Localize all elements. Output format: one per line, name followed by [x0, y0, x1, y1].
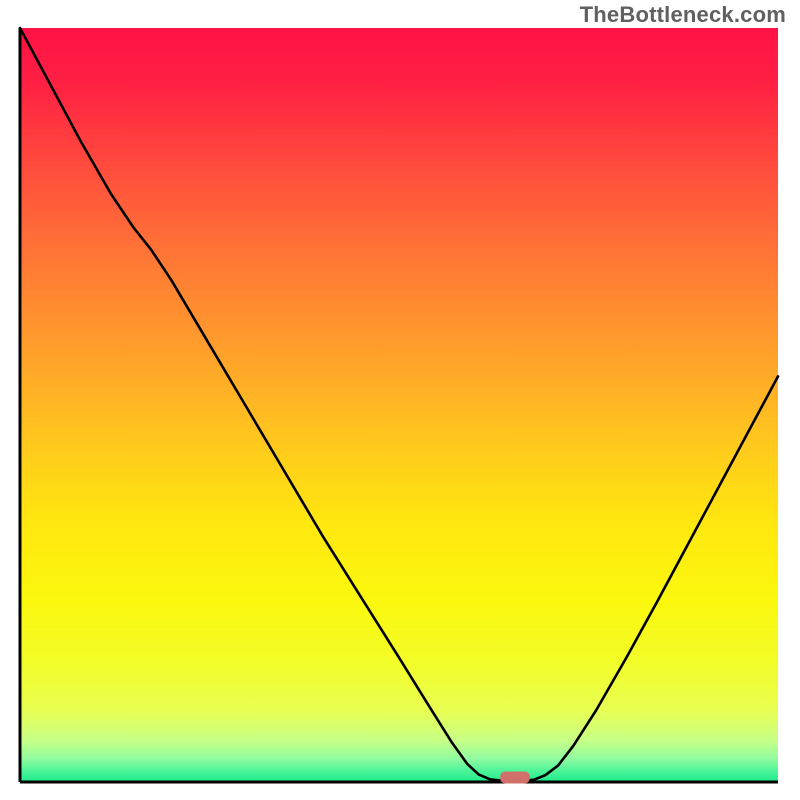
- plot-area: [20, 28, 778, 782]
- optimum-marker: [500, 771, 530, 783]
- plot-svg: [20, 28, 778, 782]
- gradient-background: [20, 28, 778, 782]
- watermark-text: TheBottleneck.com: [580, 2, 786, 28]
- chart-container: TheBottleneck.com: [0, 0, 800, 800]
